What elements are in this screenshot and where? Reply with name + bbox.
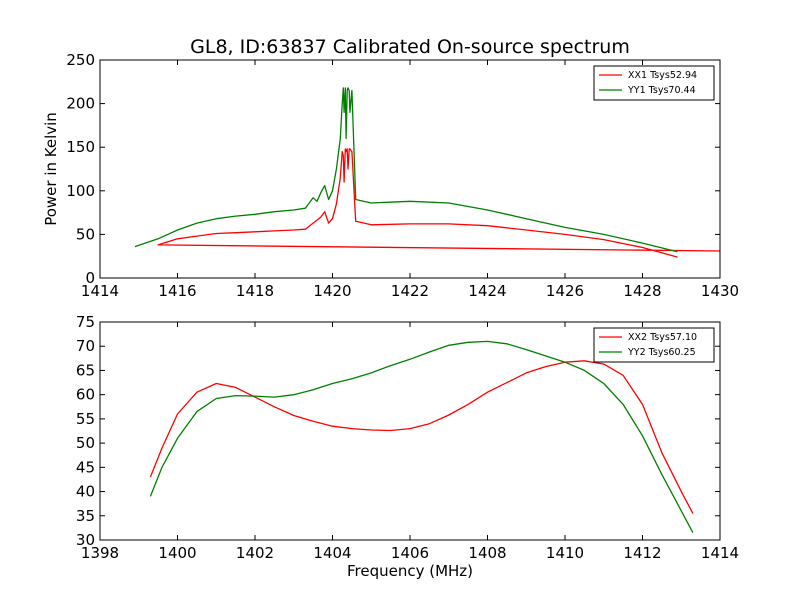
bottom-panel: Frequency (MHz) 1398 1400 1402 1404 1406 1408… bbox=[76, 313, 739, 580]
bottom-x-tick-label: 1408 bbox=[468, 544, 506, 562]
bottom-y-tick-label: 75 bbox=[76, 313, 95, 331]
bottom-y-tick-label: 60 bbox=[76, 386, 95, 404]
bottom-legend-box bbox=[593, 327, 715, 363]
bottom-plot-lines bbox=[149, 340, 694, 534]
top-y-tick-label: 200 bbox=[66, 95, 95, 113]
bottom-x-tick-label: 1402 bbox=[236, 544, 274, 562]
top-chart-title: GL8, ID:63837 Calibrated On-source spect… bbox=[190, 36, 630, 58]
top-legend: XX1 Tsys52.94 YY1 Tsys70.44 bbox=[593, 65, 715, 101]
top-x-tick-label: 1430 bbox=[701, 282, 739, 300]
bottom-x-tick-label: 1398 bbox=[81, 544, 119, 562]
top-plot-lines bbox=[134, 87, 721, 258]
bottom-y-tick-label: 70 bbox=[76, 337, 95, 355]
bottom-legend: XX2 Tsys57.10 YY2 Tsys60.25 bbox=[593, 327, 715, 363]
top-x-tick-label: 1426 bbox=[546, 282, 584, 300]
top-legend-label-xx1: XX1 Tsys52.94 bbox=[628, 70, 697, 81]
bottom-x-tick-label: 1404 bbox=[313, 544, 351, 562]
bottom-y-tick-label: 30 bbox=[76, 531, 95, 549]
top-plot-frame bbox=[99, 59, 721, 279]
bottom-series-line-0 bbox=[149, 360, 694, 514]
top-x-tick-label: 1422 bbox=[391, 282, 429, 300]
bottom-legend-label-xx2: XX2 Tsys57.10 bbox=[628, 332, 697, 343]
top-x-tick-label: 1424 bbox=[468, 282, 506, 300]
top-axis-ticks: 1414 1416 1418 1420 1422 1424 1426 1428 1430 0 50 1… bbox=[66, 51, 739, 300]
bottom-x-tick-label: 1406 bbox=[391, 544, 429, 562]
bottom-x-tick-label: 1414 bbox=[701, 544, 739, 562]
top-y-tick-label: 0 bbox=[85, 269, 95, 287]
bottom-series-line-1 bbox=[149, 340, 694, 534]
bottom-x-tick-label: 1410 bbox=[546, 544, 584, 562]
bottom-axis-ticks: 1398 1400 1402 1404 1406 1408 1410 1412 1414 30 35… bbox=[76, 313, 739, 562]
top-y-tick-label: 250 bbox=[66, 51, 95, 69]
bottom-plot-frame bbox=[99, 321, 721, 541]
top-x-tick-label: 1420 bbox=[313, 282, 351, 300]
bottom-x-tick-label: 1412 bbox=[623, 544, 661, 562]
bottom-y-tick-label: 45 bbox=[76, 458, 95, 476]
bottom-legend-label-yy2: YY2 Tsys60.25 bbox=[627, 347, 696, 358]
top-legend-box bbox=[593, 65, 715, 101]
top-y-tick-label: 100 bbox=[66, 182, 95, 200]
bottom-y-tick-label: 65 bbox=[76, 361, 95, 379]
top-y-axis-label: Power in Kelvin bbox=[42, 112, 60, 226]
top-y-tick-label: 50 bbox=[76, 225, 95, 243]
bottom-x-axis-label: Frequency (MHz) bbox=[347, 562, 473, 580]
top-x-tick-label: 1414 bbox=[81, 282, 119, 300]
bottom-y-tick-label: 35 bbox=[76, 507, 95, 525]
top-x-tick-label: 1416 bbox=[158, 282, 196, 300]
bottom-y-tick-label: 55 bbox=[76, 410, 95, 428]
bottom-y-tick-label: 40 bbox=[76, 483, 95, 501]
top-panel: GL8, ID:63837 Calibrated On-source spect… bbox=[42, 36, 739, 300]
top-series-line-0 bbox=[157, 148, 721, 258]
bottom-x-tick-label: 1400 bbox=[158, 544, 196, 562]
top-x-tick-label: 1428 bbox=[623, 282, 661, 300]
top-legend-label-yy1: YY1 Tsys70.44 bbox=[627, 85, 696, 96]
top-x-tick-label: 1418 bbox=[236, 282, 274, 300]
top-y-tick-label: 150 bbox=[66, 138, 95, 156]
bottom-y-tick-label: 50 bbox=[76, 434, 95, 452]
top-series-line-1 bbox=[134, 87, 678, 253]
